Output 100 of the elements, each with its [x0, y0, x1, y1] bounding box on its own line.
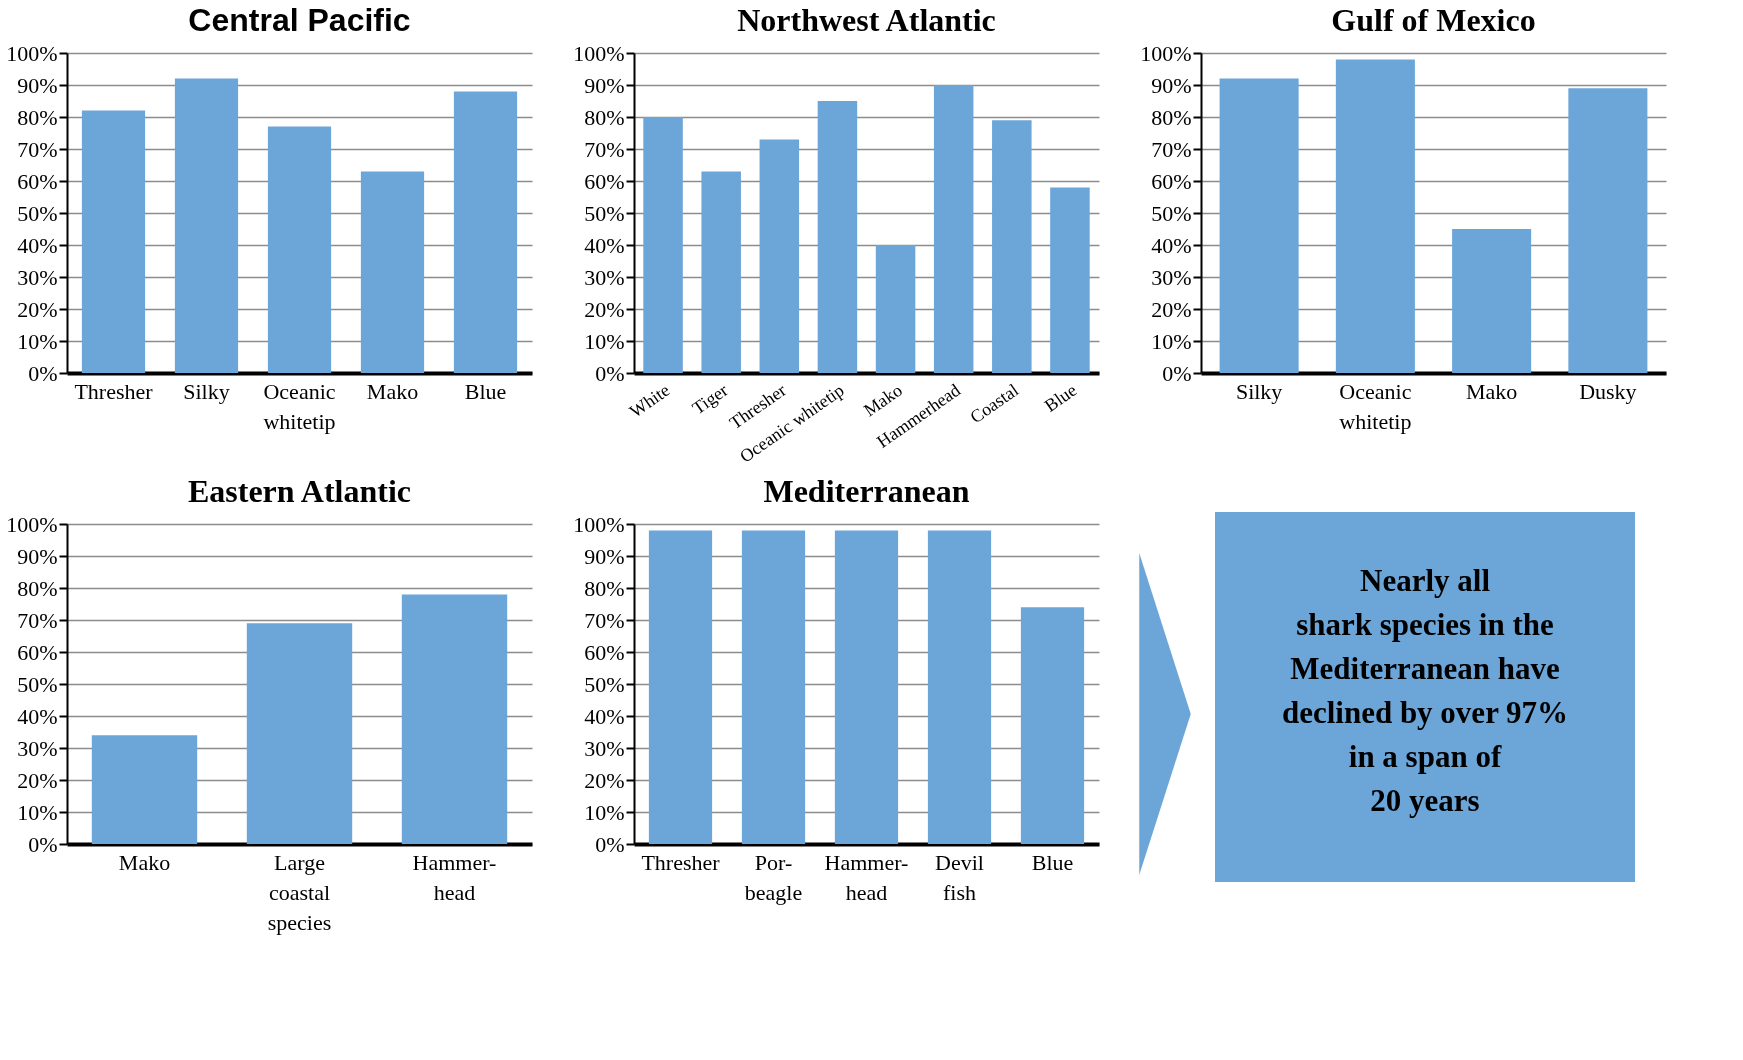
bar: [1568, 88, 1648, 373]
x-tick-label: Large coastal species: [267, 849, 332, 935]
y-tick-label: 0%: [595, 831, 625, 857]
x-tick-label: Oceanic whitetip: [263, 378, 336, 434]
bar: [91, 735, 198, 844]
y-tick-label: 90%: [17, 543, 58, 569]
y-tick-label: 60%: [17, 168, 58, 194]
y-tick-label: 100%: [6, 511, 58, 537]
y-tick-label: 40%: [17, 703, 58, 729]
y-tick-label: 50%: [584, 671, 625, 697]
y-tick-label: 70%: [584, 607, 625, 633]
x-tick-label: Devil fish: [935, 849, 984, 905]
bar: [401, 594, 508, 844]
y-tick-label: 70%: [17, 136, 58, 162]
y-tick-label: 90%: [584, 543, 625, 569]
y-tick-label: 10%: [1151, 328, 1192, 354]
x-tick-label: Mako: [366, 378, 419, 404]
bar: [246, 623, 353, 844]
y-tick-label: 70%: [1151, 136, 1192, 162]
x-tick-label: Por- beagle: [744, 849, 803, 905]
y-tick-label: 100%: [6, 40, 58, 66]
y-tick-label: 20%: [17, 296, 58, 322]
bar: [1219, 78, 1299, 373]
x-tick-label: Hammer- head: [824, 849, 909, 905]
y-tick-label: 40%: [584, 232, 625, 258]
chart-title: Eastern Atlantic: [187, 473, 412, 509]
y-tick-label: 70%: [17, 607, 58, 633]
y-tick-label: 80%: [1151, 104, 1192, 130]
y-tick-label: 100%: [573, 40, 625, 66]
bar: [81, 110, 146, 373]
y-tick-label: 80%: [584, 575, 625, 601]
y-tick-label: 70%: [584, 136, 625, 162]
chart-title: Northwest Atlantic: [737, 2, 996, 38]
y-tick-label: 60%: [584, 639, 625, 665]
chart-title: Central Pacific: [188, 2, 411, 38]
y-tick-label: 30%: [584, 264, 625, 290]
y-tick-label: 0%: [595, 360, 625, 386]
x-tick-label: Silky: [183, 378, 230, 404]
chart-title: Mediterranean: [763, 473, 970, 509]
y-tick-label: 30%: [17, 735, 58, 761]
x-tick-label: Thresher: [641, 849, 721, 875]
y-tick-label: 60%: [1151, 168, 1192, 194]
y-tick-label: 50%: [17, 200, 58, 226]
x-tick-label: Mako: [118, 849, 171, 875]
x-tick-label: Silky: [1235, 378, 1283, 404]
x-tick-label: Mako: [1465, 378, 1518, 404]
bar: [1050, 187, 1090, 373]
y-tick-label: 10%: [584, 799, 625, 825]
bar: [1452, 229, 1532, 373]
y-tick-label: 90%: [17, 72, 58, 98]
bar: [817, 101, 858, 373]
y-tick-label: 20%: [17, 767, 58, 793]
y-tick-label: 50%: [1151, 200, 1192, 226]
text: Nearly all shark species in the Mediterranean have declined by over 97% in a span of 20 years: [1281, 563, 1569, 818]
y-tick-label: 80%: [17, 104, 58, 130]
y-tick-label: 60%: [584, 168, 625, 194]
bar: [1335, 59, 1415, 373]
y-tick-label: 10%: [17, 328, 58, 354]
y-tick-label: 90%: [1151, 72, 1192, 98]
y-tick-label: 0%: [28, 360, 58, 386]
x-tick-label: Hammer- head: [412, 849, 497, 905]
bar: [453, 91, 518, 373]
y-tick-label: 20%: [584, 767, 625, 793]
x-tick-label: Blue: [1031, 849, 1074, 875]
y-tick-label: 40%: [17, 232, 58, 258]
y-tick-label: 10%: [584, 328, 625, 354]
y-tick-label: 50%: [17, 671, 58, 697]
bar: [933, 85, 974, 373]
bar: [759, 139, 800, 373]
y-tick-label: 30%: [584, 735, 625, 761]
y-tick-label: 40%: [1151, 232, 1192, 258]
y-tick-label: 10%: [17, 799, 58, 825]
x-tick-label: Dusky: [1579, 378, 1637, 404]
bar: [174, 78, 239, 373]
chart-title: Gulf of Mexico: [1331, 2, 1536, 38]
x-tick-label: Blue: [464, 378, 507, 404]
bar: [992, 120, 1032, 373]
bar: [360, 171, 425, 373]
y-tick-label: 90%: [584, 72, 625, 98]
y-tick-label: 60%: [17, 639, 58, 665]
x-tick-label: Blue: [1040, 379, 1081, 416]
y-tick-label: 0%: [28, 831, 58, 857]
y-tick-label: 30%: [17, 264, 58, 290]
x-tick-label: Tiger: [688, 379, 732, 419]
x-tick-label: Oceanic whitetip: [1339, 378, 1412, 434]
bar: [643, 117, 683, 373]
y-tick-label: 40%: [584, 703, 625, 729]
bar: [701, 171, 741, 373]
x-tick-label: White: [625, 379, 674, 422]
y-tick-label: 80%: [584, 104, 625, 130]
bar: [875, 245, 916, 373]
x-tick-label: Thresher: [74, 378, 154, 404]
y-tick-label: 30%: [1151, 264, 1192, 290]
y-tick-label: 20%: [1151, 296, 1192, 322]
y-tick-label: 100%: [573, 511, 625, 537]
y-tick-label: 20%: [584, 296, 625, 322]
y-tick-label: 80%: [17, 575, 58, 601]
bar: [267, 126, 332, 373]
y-tick-label: 100%: [1140, 40, 1192, 66]
y-tick-label: 50%: [584, 200, 625, 226]
